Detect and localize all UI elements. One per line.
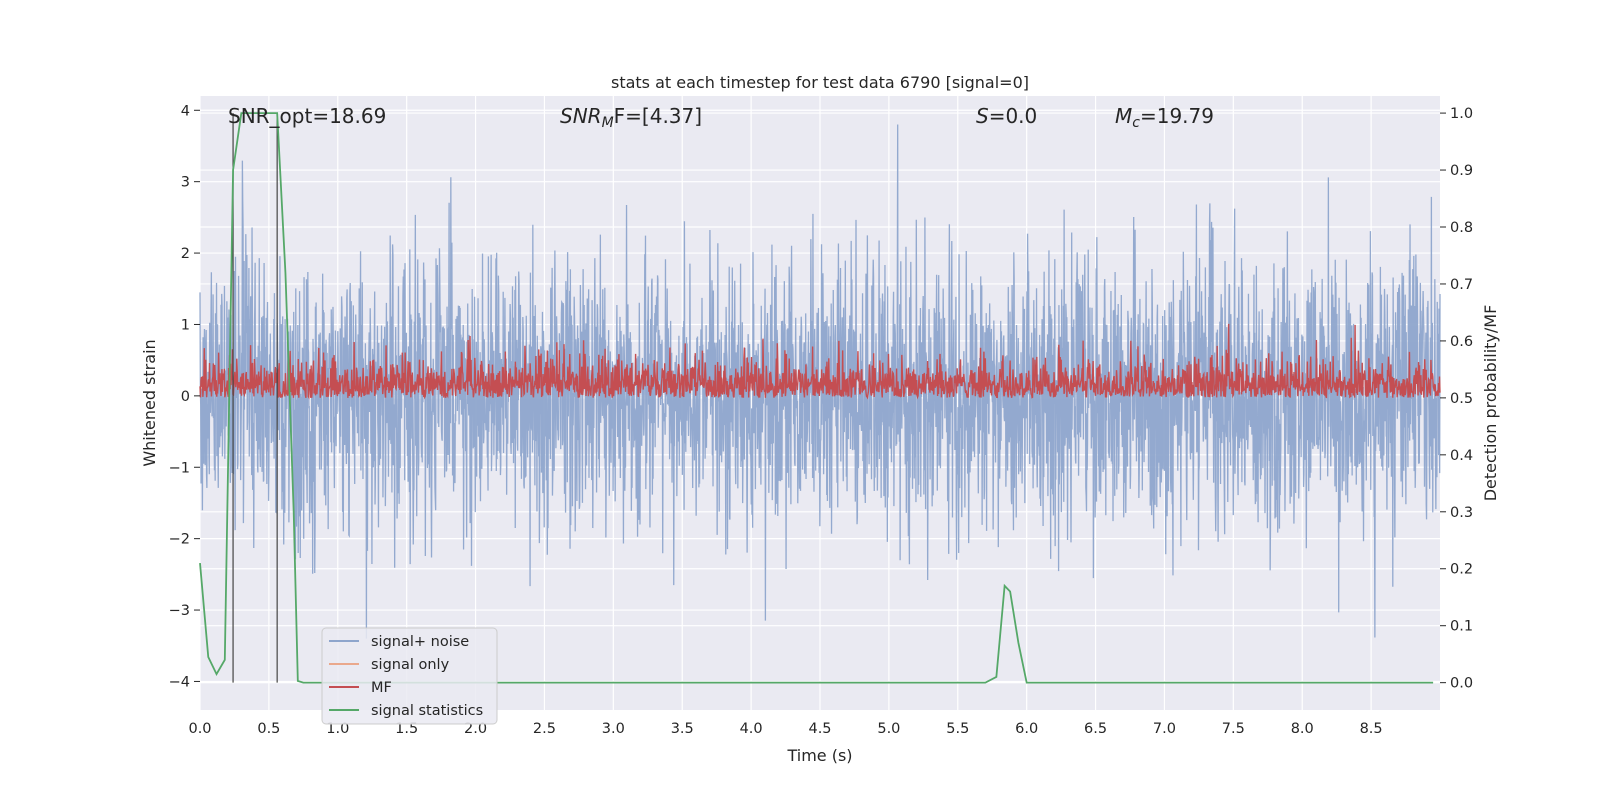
x-tick-label: 1.5 — [395, 721, 418, 737]
legend-label-signal-only: signal only — [371, 657, 450, 673]
y-right-tick-label: 0.8 — [1450, 220, 1473, 236]
signal-statistics-series — [199, 112, 1434, 684]
y-axis-label-right: Detection probability/MF — [1481, 305, 1500, 502]
chart-title: stats at each timestep for test data 679… — [611, 73, 1029, 92]
x-tick-label: 8.5 — [1360, 721, 1383, 737]
signal-statistics-line — [199, 112, 1434, 684]
y-tick-label: −2 — [169, 532, 190, 548]
x-tick-label: 3.0 — [602, 721, 625, 737]
x-axis-label: Time (s) — [786, 746, 852, 765]
y-right-tick-label: 0.4 — [1450, 448, 1473, 464]
x-tick-label: 2.0 — [464, 721, 487, 737]
annotation-mc: Mc=19.79 — [1115, 104, 1214, 131]
y-axis-label: Whitened strain — [140, 339, 159, 466]
annotation-snr-mf: SNRMF=[4.37] — [560, 104, 702, 131]
y-tick-label: −1 — [169, 460, 190, 476]
y-right-tick-label: 0.3 — [1450, 505, 1473, 521]
y-right-tick-label: 0.0 — [1450, 676, 1473, 692]
y-right-tick-label: 0.6 — [1450, 334, 1473, 350]
x-tick-label: 5.0 — [877, 721, 900, 737]
legend-label-signal-noise: signal+ noise — [371, 634, 469, 650]
x-tick-label: 2.5 — [533, 721, 556, 737]
axis-ticks: 0.0 0.5 1.0 1.5 2.0 2.5 3.0 3.5 4.0 4.5 5.0 5.5 6.0 6… — [169, 103, 1473, 737]
y-right-tick-label: 0.2 — [1450, 562, 1473, 578]
y-tick-label: −3 — [169, 603, 190, 619]
mf-line — [199, 323, 1441, 400]
x-tick-label: 6.0 — [1015, 721, 1038, 737]
y-right-tick-label: 0.7 — [1450, 277, 1473, 293]
legend-box — [321, 627, 498, 725]
x-tick-label: 5.5 — [946, 721, 969, 737]
x-tick-label: 1.0 — [326, 721, 349, 737]
x-tick-label: 8.0 — [1291, 721, 1314, 737]
signal-noise-line — [199, 124, 1441, 639]
y-right-tick-label: 0.9 — [1450, 163, 1473, 179]
x-tick-label: 4.5 — [808, 721, 831, 737]
annotation-s: S=0.0 — [976, 104, 1037, 128]
snr-mf-suffix: F=[4.37] — [614, 104, 702, 128]
s-var: S — [976, 104, 989, 128]
y-tick-label: −4 — [169, 674, 190, 690]
x-tick-label: 3.5 — [671, 721, 694, 737]
x-tick-label: 6.5 — [1084, 721, 1107, 737]
mf-series — [199, 323, 1441, 400]
x-tick-label: 4.0 — [740, 721, 763, 737]
x-tick-label: 7.0 — [1153, 721, 1176, 737]
y-tick-label: 1 — [181, 317, 190, 333]
legend-label-signal-statistics: signal statistics — [371, 703, 483, 719]
mc-value: =19.79 — [1140, 104, 1214, 128]
y-tick-label: 4 — [181, 103, 190, 119]
x-tick-label: 0.5 — [257, 721, 280, 737]
legend: signal+ noise signal only MF signal stat… — [321, 627, 498, 725]
snr-mf-sub: M — [602, 115, 614, 131]
y-tick-label: 2 — [181, 246, 190, 262]
x-tick-label: 7.5 — [1222, 721, 1245, 737]
y-right-tick-label: 0.1 — [1450, 619, 1473, 635]
y-right-tick-label: 0.5 — [1450, 391, 1473, 407]
mc-var: M — [1115, 104, 1132, 128]
annotation-snr-opt: SNR_opt=18.69 — [228, 104, 386, 128]
signal-noise-series — [199, 124, 1441, 639]
y-right-tick-label: 1.0 — [1450, 106, 1473, 122]
y-tick-label: 3 — [181, 175, 190, 191]
legend-label-mf: MF — [371, 680, 392, 696]
snr-mf-prefix: SNR — [560, 104, 602, 128]
mc-sub: c — [1132, 115, 1140, 131]
s-value: =0.0 — [989, 104, 1038, 128]
x-tick-label: 0.0 — [188, 721, 211, 737]
y-tick-label: 0 — [181, 389, 190, 405]
